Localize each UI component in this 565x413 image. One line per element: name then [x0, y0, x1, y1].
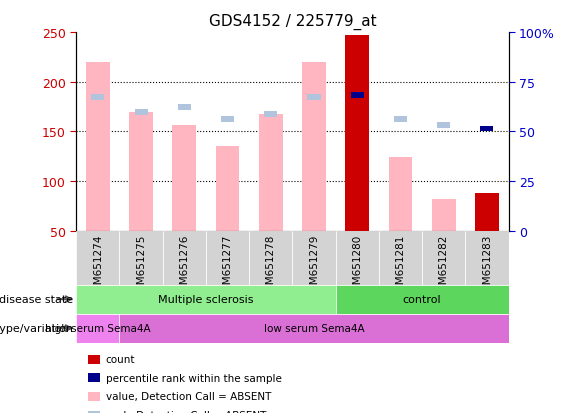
- Text: high serum Sema4A: high serum Sema4A: [45, 323, 151, 333]
- Text: GSM651279: GSM651279: [309, 234, 319, 297]
- Bar: [259, 114, 282, 231]
- Bar: [86, 63, 110, 231]
- Bar: [437, 122, 450, 128]
- Text: low serum Sema4A: low serum Sema4A: [264, 323, 364, 333]
- Text: GSM651283: GSM651283: [482, 234, 492, 297]
- Bar: [432, 199, 455, 231]
- Bar: [336, 285, 508, 314]
- Text: GSM651277: GSM651277: [223, 234, 233, 297]
- Bar: [129, 112, 153, 231]
- Bar: [76, 314, 120, 343]
- Bar: [422, 231, 466, 285]
- Bar: [302, 63, 326, 231]
- Bar: [379, 231, 422, 285]
- Text: percentile rank within the sample: percentile rank within the sample: [106, 373, 281, 383]
- Text: Multiple sclerosis: Multiple sclerosis: [158, 294, 254, 304]
- Bar: [466, 231, 509, 285]
- Bar: [206, 231, 249, 285]
- Bar: [345, 36, 369, 231]
- Bar: [92, 95, 105, 100]
- Text: GSM651278: GSM651278: [266, 234, 276, 297]
- Text: GSM651274: GSM651274: [93, 234, 103, 297]
- Bar: [134, 109, 147, 115]
- Text: rank, Detection Call = ABSENT: rank, Detection Call = ABSENT: [106, 410, 266, 413]
- Bar: [351, 93, 364, 98]
- Bar: [475, 194, 499, 231]
- Text: disease state: disease state: [0, 294, 73, 304]
- Bar: [221, 116, 234, 122]
- Bar: [336, 231, 379, 285]
- Bar: [389, 158, 412, 231]
- Text: GSM651280: GSM651280: [352, 234, 362, 297]
- Bar: [163, 231, 206, 285]
- Text: genotype/variation: genotype/variation: [0, 323, 73, 333]
- Title: GDS4152 / 225779_at: GDS4152 / 225779_at: [208, 14, 376, 30]
- Bar: [480, 126, 493, 132]
- Bar: [249, 231, 293, 285]
- Bar: [293, 231, 336, 285]
- Bar: [120, 231, 163, 285]
- Text: control: control: [403, 294, 441, 304]
- Bar: [307, 95, 320, 100]
- Text: count: count: [106, 354, 135, 364]
- Bar: [216, 147, 240, 231]
- Text: GSM651275: GSM651275: [136, 234, 146, 297]
- Bar: [172, 125, 196, 231]
- Bar: [178, 104, 191, 110]
- Text: GSM651281: GSM651281: [396, 234, 406, 297]
- Text: value, Detection Call = ABSENT: value, Detection Call = ABSENT: [106, 392, 271, 401]
- Text: GSM651282: GSM651282: [438, 234, 449, 297]
- Bar: [76, 231, 120, 285]
- Bar: [76, 285, 336, 314]
- Bar: [264, 112, 277, 117]
- Text: GSM651276: GSM651276: [179, 234, 189, 297]
- Bar: [394, 116, 407, 122]
